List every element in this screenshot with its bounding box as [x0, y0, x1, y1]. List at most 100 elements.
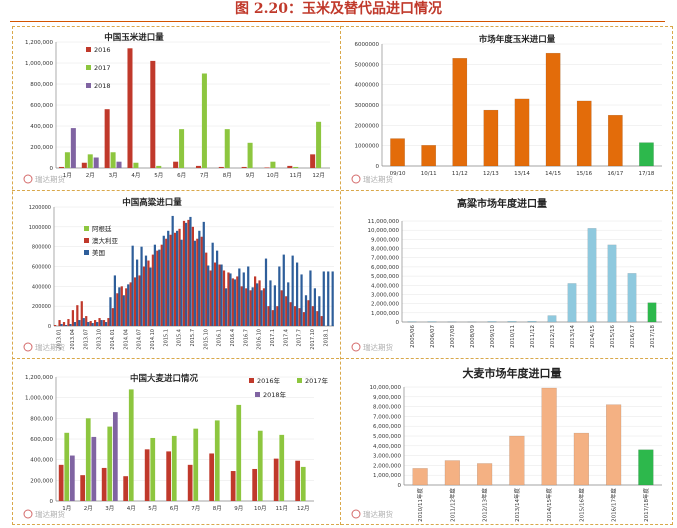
y-tick-label: 1,000,000 — [373, 473, 401, 479]
legend-swatch — [86, 65, 91, 70]
bar-美国 — [229, 273, 232, 326]
bar-澳大利亚 — [209, 270, 212, 326]
bar-澳大利亚 — [289, 302, 292, 326]
x-tick-label: 2013.10 — [97, 329, 103, 350]
bar-澳大利亚 — [187, 219, 190, 326]
y-tick-label: 800,000 — [30, 416, 53, 422]
x-tick-label: 10月 — [254, 505, 267, 512]
y-tick-label: 400000 — [32, 284, 51, 290]
y-tick-label: 7,000,000 — [371, 256, 399, 262]
bar-美国 — [78, 320, 81, 326]
bar-澳大利亚 — [156, 250, 159, 326]
x-tick-label: 2015/16 — [610, 325, 616, 348]
page-title: 图 2.20：玉米及替代品进口情况 — [235, 1, 442, 17]
bar-2016 — [58, 166, 64, 168]
bar-澳大利亚 — [178, 228, 181, 326]
x-tick-label: 2017.10 — [310, 329, 316, 350]
bar-澳大利亚 — [258, 280, 261, 326]
bar-澳大利亚 — [102, 320, 106, 326]
bar-澳大利亚 — [191, 226, 194, 326]
bar-澳大利亚 — [254, 276, 257, 326]
chart-title: 中国玉米进口量 — [104, 32, 164, 43]
bar — [421, 145, 437, 167]
bar-澳大利亚 — [174, 232, 177, 326]
bar — [573, 432, 589, 486]
bar-澳大利亚 — [276, 306, 279, 326]
bar-2017年 — [193, 428, 199, 501]
y-tick-label: 800000 — [32, 245, 51, 251]
bar-澳大利亚 — [85, 316, 88, 326]
bar-美国 — [309, 270, 312, 326]
chart-title: 大麦市场年度进口量 — [463, 366, 562, 380]
bar-澳大利亚 — [54, 325, 57, 326]
bar-美国 — [109, 297, 112, 326]
y-tick-label: 9,000,000 — [371, 237, 399, 243]
bar-2017 — [156, 165, 162, 168]
y-tick-label: 200,000 — [30, 478, 53, 484]
bar-美国 — [158, 249, 161, 326]
y-tick-label: 6000000 — [355, 42, 380, 48]
bar-澳大利亚 — [302, 312, 306, 326]
bar — [527, 320, 537, 323]
bar-2016年 — [80, 475, 86, 501]
x-tick-label: 2013/14年度 — [513, 488, 521, 522]
x-tick-label: 16/17 — [607, 171, 623, 177]
bar-澳大利亚 — [142, 266, 146, 326]
y-tick-label: 7,000,000 — [373, 414, 401, 420]
bar-澳大利亚 — [271, 310, 274, 326]
x-tick-label: 2010/11 — [510, 325, 516, 348]
x-tick-label: 2015/16年度 — [577, 488, 585, 522]
bar-美国 — [318, 296, 321, 326]
legend-swatch — [297, 378, 302, 383]
bar-澳大利亚 — [294, 306, 297, 326]
y-tick-label: 3,000,000 — [371, 292, 399, 298]
bar-2017 — [87, 154, 93, 168]
x-tick-label: 2013.04 — [70, 329, 76, 350]
bar — [606, 404, 622, 486]
legend-label: 美国 — [92, 248, 105, 257]
y-tick-label: 1,200,000 — [25, 40, 53, 46]
bar — [444, 460, 460, 486]
bar-美国 — [127, 284, 130, 326]
x-tick-label: 2006/07 — [430, 325, 436, 348]
bar-澳大利亚 — [125, 288, 128, 326]
bar-美国 — [131, 245, 134, 326]
bar-2017 — [179, 129, 185, 168]
legend-label: 2017年 — [305, 376, 329, 385]
x-tick-label: 4月 — [127, 505, 136, 512]
bar-2016年 — [230, 471, 236, 501]
x-tick-label: 2016.10 — [257, 329, 263, 350]
bar — [487, 321, 497, 323]
chart-barley-annual: 大麦市场年度进口量 0 1,000,000 2,000,000 3,000,000 4,0… — [351, 366, 662, 522]
x-tick-label: 12月 — [297, 505, 310, 512]
bar-2016 — [195, 165, 201, 168]
bar-美国 — [96, 322, 99, 326]
bar-美国 — [260, 290, 263, 326]
chart-title: 市场年度玉米进口量 — [479, 34, 556, 45]
y-tick-label: 1,000,000 — [25, 61, 53, 67]
bar-2017年 — [300, 466, 306, 501]
bar-2017年 — [64, 432, 70, 501]
x-tick-label: 2010/11年度 — [416, 488, 424, 522]
bar-美国 — [73, 322, 76, 326]
x-tick-label: 2015.7 — [190, 329, 196, 347]
bar-2017 — [293, 166, 299, 168]
bar-美国 — [180, 239, 183, 326]
bar-2017年 — [236, 404, 242, 501]
chart-title: 中国大麦进口情况 — [130, 373, 199, 384]
bar-美国 — [211, 242, 214, 326]
x-tick-label: 10/11 — [421, 171, 437, 177]
legend-swatch — [84, 238, 89, 243]
x-tick-label: 2017/18年度 — [642, 488, 650, 522]
bar-2016年 — [295, 460, 301, 501]
x-tick-label: 3月 — [109, 172, 118, 179]
bar-澳大利亚 — [58, 320, 61, 326]
bar-美国 — [251, 287, 254, 326]
x-tick-label: 5月 — [148, 505, 157, 512]
chart-sorghum-monthly: 中国高粱进口量 0 200000 400000 600000 800000 1000000 1… — [23, 197, 334, 352]
y-tick-label: 600,000 — [30, 437, 53, 443]
x-tick-label: 2014.01 — [110, 329, 116, 350]
chart-grid-frame — [12, 26, 673, 525]
x-tick-label: 2018.1 — [323, 329, 329, 347]
bar-美国 — [220, 264, 223, 326]
